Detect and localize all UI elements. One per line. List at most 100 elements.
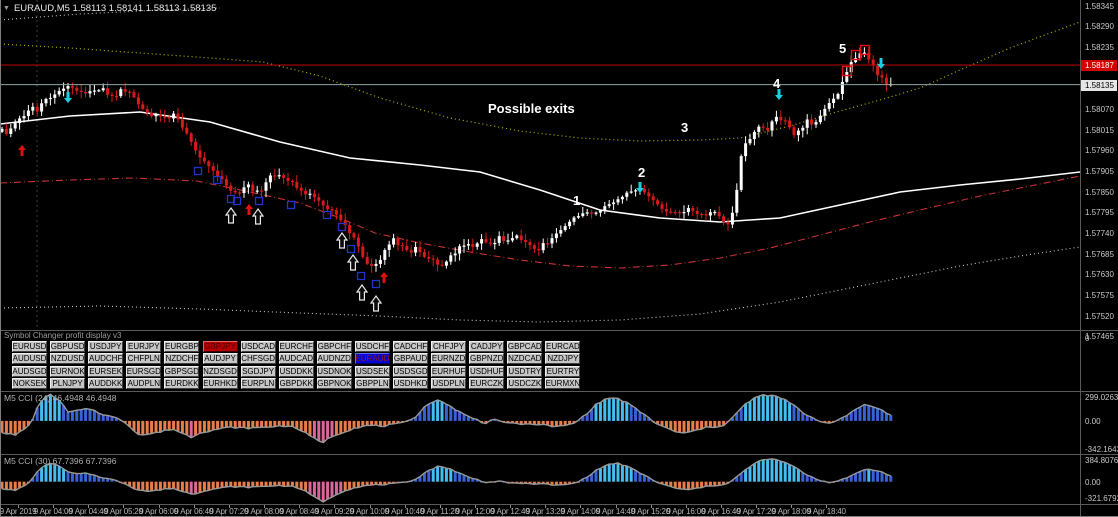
time-tick (123, 505, 125, 508)
symbol-button-gbpchf[interactable]: GBPCHF (316, 341, 352, 352)
symbol-button-gbpnzd[interactable]: GBPNZD (469, 353, 505, 365)
exit-signal-square (859, 44, 871, 56)
symbol-button-audcad[interactable]: AUDCAD (278, 353, 314, 365)
symbol-button-eurtry[interactable]: EURTRY (545, 365, 581, 377)
symbol-button-gbppln[interactable]: GBPPLN (354, 378, 390, 390)
cci-tick-label: -342.1643 (1085, 445, 1118, 454)
symbol-button-audpln[interactable]: AUDPLN (126, 378, 162, 390)
symbol-button-eurmxn[interactable]: EURMXN (545, 378, 581, 390)
time-tick-label: 9 Apr 11:20 (420, 507, 459, 516)
time-tick (474, 505, 476, 508)
cci-indicator-panel-2[interactable] (0, 455, 1080, 504)
symbol-button-gbpsgd[interactable]: GBPSGD (164, 365, 200, 377)
symbol-button-usdpln[interactable]: USDPLN (431, 378, 467, 390)
price-tick-label: 1.57575 (1085, 291, 1114, 301)
symbol-button-gbpjpy[interactable]: GBPJPY (202, 341, 238, 352)
chart-annotation: Possible exits (488, 101, 575, 116)
symbol-button-nzdsgd[interactable]: NZDSGD (202, 365, 238, 377)
time-tick (404, 505, 406, 508)
symbol-button-eurchf[interactable]: EURCHF (278, 341, 314, 352)
symbol-button-usdcad[interactable]: USDCAD (240, 341, 276, 352)
time-tick (18, 505, 19, 508)
window-border (0, 0, 1, 517)
price-axis[interactable]: 1.583451.582901.582351.581801.581251.580… (1081, 0, 1118, 517)
price-tick-label: 1.57465 (1085, 332, 1114, 342)
symbol-button-audsgd[interactable]: AUDSGD (12, 365, 47, 377)
symbol-button-eurnzd[interactable]: EURNZD (431, 353, 467, 365)
symbol-button-chfsgd[interactable]: CHFSGD (240, 353, 276, 365)
symbol-button-usdhkd[interactable]: USDHKD (393, 378, 428, 390)
symbol-button-gbpcad[interactable]: GBPCAD (507, 341, 543, 352)
time-tick-label: 9 Apr 18:40 (807, 507, 846, 516)
symbol-button-usdsek[interactable]: USDSEK (354, 365, 390, 377)
price-tick-label: 1.58015 (1085, 125, 1114, 135)
price-tick-label: 1.57850 (1085, 187, 1114, 197)
symbol-button-cadchf[interactable]: CADCHF (393, 341, 428, 352)
price-badge: 1.58135 (1081, 79, 1117, 91)
symbol-button-plnjpy[interactable]: PLNJPY (50, 378, 86, 390)
buy-signal-square (212, 175, 222, 185)
symbol-button-euraud[interactable]: EURAUD (354, 353, 390, 365)
time-tick-label: 9 Apr 09:20 (314, 507, 354, 516)
symbol-button-sgdjpy[interactable]: SGDJPY (240, 365, 276, 377)
symbol-button-eurpln[interactable]: EURPLN (240, 378, 276, 390)
symbol-button-audnzd[interactable]: AUDNZD (316, 353, 352, 365)
separator (0, 454, 1118, 455)
chart-annotation: 2 (638, 165, 645, 180)
time-tick (439, 505, 441, 508)
cci-tick-label: 0.00 (1085, 416, 1101, 426)
symbol-button-audchf[interactable]: AUDCHF (88, 353, 124, 365)
symbol-button-chfpln[interactable]: CHFPLN (126, 353, 162, 365)
time-axis[interactable]: 9 Apr 2019 9 Apr 04:00 9 Apr 04:40 9 Apr 05… (0, 505, 1080, 517)
symbol-button-usdhuf[interactable]: USDHUF (469, 365, 505, 377)
symbol-button-eursgd[interactable]: EURSGD (126, 365, 162, 377)
symbol-button-nzdjpy[interactable]: NZDJPY (545, 353, 581, 365)
symbol-button-eurjpy[interactable]: EURJPY (126, 341, 162, 352)
symbol-button-noksek[interactable]: NOKSEK (12, 378, 47, 390)
time-tick (791, 505, 793, 508)
chart-title: ▼ EURAUD,M5 1.58113 1.58141 1.58113 1.581… (3, 3, 216, 14)
axis-separator (1080, 0, 1081, 517)
symbol-button-gbpusd[interactable]: GBPUSD (50, 341, 86, 352)
symbol-button-usddkk[interactable]: USDDKK (278, 365, 314, 377)
buy-signal-square (356, 271, 366, 281)
symbol-button-eurgbp[interactable]: EURGBP (164, 341, 200, 352)
symbol-button-usdczk[interactable]: USDCZK (507, 378, 543, 390)
symbol-button-audjpy[interactable]: AUDJPY (202, 353, 238, 365)
time-tick (721, 505, 722, 508)
symbol-button-eurnok[interactable]: EURNOK (50, 365, 86, 377)
symbol-button-audusd[interactable]: AUDUSD (12, 353, 47, 365)
cci-tick-label: -321.6792 (1085, 494, 1118, 503)
symbol-button-gbpnok[interactable]: GBPNOK (316, 378, 352, 390)
symbol-button-eurczk[interactable]: EURCZK (469, 378, 505, 390)
symbol-button-eurusd[interactable]: EURUSD (12, 341, 47, 352)
symbol-button-eurhkd[interactable]: EURHKD (202, 378, 238, 390)
time-tick-label: 9 Apr 17:20 (736, 507, 776, 516)
symbol-button-auddkk[interactable]: AUDDKK (88, 378, 124, 390)
symbol-button-usdnok[interactable]: USDNOK (316, 365, 352, 377)
symbol-button-chfjpy[interactable]: CHFJPY (431, 341, 467, 352)
symbol-button-usdsgd[interactable]: USDSGD (393, 365, 428, 377)
symbol-button-gbpaud[interactable]: GBPAUD (393, 353, 428, 365)
up-arrow-icon (224, 206, 238, 224)
symbol-button-nzdcad[interactable]: NZDCAD (507, 353, 543, 365)
main-price-chart[interactable]: Possible exits 1 2 3 4 5 (0, 0, 1080, 330)
symbol-button-nzdusd[interactable]: NZDUSD (50, 353, 86, 365)
cci-indicator-panel-1[interactable] (0, 392, 1080, 454)
separator (0, 391, 1118, 392)
symbol-button-cadjpy[interactable]: CADJPY (469, 341, 505, 352)
symbol-button-usdchf[interactable]: USDCHF (354, 341, 390, 352)
symbol-button-nzdchf[interactable]: NZDCHF (164, 353, 200, 365)
symbol-button-eurhuf[interactable]: EURHUF (431, 365, 467, 377)
symbol-button-gbpdkk[interactable]: GBPDKK (278, 378, 314, 390)
up-arrow-icon (369, 294, 383, 312)
symbol-button-usdjpy[interactable]: USDJPY (88, 341, 124, 352)
symbol-button-eurdkk[interactable]: EURDKK (164, 378, 200, 390)
cci-line (1, 458, 892, 503)
symbol-button-usdtry[interactable]: USDTRY (507, 365, 543, 377)
mid-band-red-dashdot (0, 175, 1080, 269)
symbol-button-eurcad[interactable]: EURCAD (545, 341, 581, 352)
symbol-button-eursek[interactable]: EURSEK (88, 365, 124, 377)
upper-band-white-dotted (0, 7, 221, 21)
